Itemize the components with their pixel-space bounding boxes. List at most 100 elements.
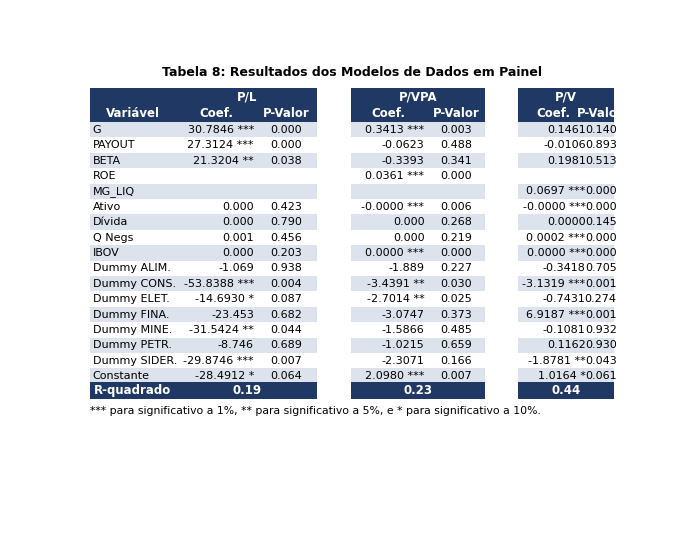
Text: -0.0000 ***: -0.0000 ***	[523, 202, 586, 212]
Bar	[518, 122, 613, 137]
Bar	[485, 88, 518, 105]
Text: Tabela 8: Resultados dos Modelos de Dados em Painel: Tabela 8: Resultados dos Modelos de Dado…	[162, 65, 541, 78]
Bar	[90, 88, 177, 105]
Text: 0.485: 0.485	[440, 325, 472, 335]
Bar	[351, 137, 485, 153]
Bar	[317, 382, 351, 399]
Text: -29.8746 ***: -29.8746 ***	[183, 356, 254, 366]
Text: -0.0000 ***: -0.0000 ***	[362, 202, 425, 212]
Text: -1.0215: -1.0215	[381, 340, 425, 351]
Bar	[90, 184, 317, 199]
Text: 0.000: 0.000	[271, 125, 303, 135]
Bar	[518, 230, 613, 245]
Text: 0.000: 0.000	[222, 217, 254, 227]
Text: 0.064: 0.064	[270, 371, 303, 381]
Bar	[518, 307, 613, 322]
Bar	[351, 368, 485, 384]
Bar	[485, 245, 518, 260]
Bar	[518, 137, 613, 153]
Bar	[485, 292, 518, 307]
Text: 0.19: 0.19	[233, 384, 261, 397]
Bar	[485, 353, 518, 368]
Bar	[518, 260, 613, 276]
Bar	[351, 214, 485, 230]
Bar	[351, 88, 485, 105]
Bar	[90, 338, 317, 353]
Bar	[485, 230, 518, 245]
Text: 0.488: 0.488	[440, 140, 472, 150]
Bar	[351, 382, 485, 399]
Bar	[317, 88, 351, 105]
Bar	[485, 338, 518, 353]
Bar	[317, 276, 351, 292]
Text: -0.0106: -0.0106	[543, 140, 586, 150]
Text: 0.004: 0.004	[270, 279, 303, 289]
Bar	[90, 382, 177, 399]
Text: 0.373: 0.373	[440, 310, 472, 319]
Bar	[485, 153, 518, 168]
Text: P/L: P/L	[237, 90, 257, 103]
Text: 0.000: 0.000	[585, 233, 617, 243]
Bar	[351, 260, 485, 276]
Bar	[351, 338, 485, 353]
Text: BETA: BETA	[93, 155, 121, 166]
Bar	[90, 368, 317, 384]
Bar	[317, 153, 351, 168]
Text: 0.030: 0.030	[440, 279, 471, 289]
Text: 0.003: 0.003	[440, 125, 471, 135]
Text: 0.44: 0.44	[552, 384, 580, 397]
Text: -31.5424 **: -31.5424 **	[189, 325, 254, 335]
Text: 0.932: 0.932	[584, 325, 617, 335]
Bar	[90, 105, 177, 122]
Text: -0.3393: -0.3393	[381, 155, 425, 166]
Bar	[485, 199, 518, 214]
Text: 0.007: 0.007	[440, 371, 472, 381]
Bar	[351, 153, 485, 168]
Text: 30.7846 ***: 30.7846 ***	[187, 125, 254, 135]
Bar	[317, 214, 351, 230]
Bar	[351, 105, 427, 122]
Text: Coef.: Coef.	[536, 107, 570, 120]
Text: -28.4912 *: -28.4912 *	[195, 371, 254, 381]
Bar	[588, 105, 613, 122]
Text: 0.0000 ***: 0.0000 ***	[527, 248, 586, 258]
Bar	[485, 214, 518, 230]
Text: 0.274: 0.274	[584, 294, 617, 304]
Text: Dummy ALIM.: Dummy ALIM.	[93, 263, 171, 273]
Text: -0.1081: -0.1081	[543, 325, 586, 335]
Bar	[485, 322, 518, 338]
Text: 0.000: 0.000	[585, 248, 617, 258]
Text: 0.938: 0.938	[270, 263, 303, 273]
Bar	[518, 338, 613, 353]
Bar	[177, 382, 317, 399]
Text: Coef.: Coef.	[200, 107, 234, 120]
Text: 0.007: 0.007	[270, 356, 303, 366]
Text: 0.000: 0.000	[393, 233, 425, 243]
Text: -3.0747: -3.0747	[381, 310, 425, 319]
Text: 0.0361 ***: 0.0361 ***	[366, 171, 425, 181]
Bar	[485, 137, 518, 153]
Bar	[317, 122, 351, 137]
Text: 0.145: 0.145	[585, 217, 617, 227]
Text: -3.4391 **: -3.4391 **	[367, 279, 425, 289]
Bar	[518, 168, 613, 184]
Text: 0.1162: 0.1162	[547, 340, 586, 351]
Bar	[317, 105, 351, 122]
Text: -0.3418: -0.3418	[543, 263, 586, 273]
Bar	[485, 368, 518, 384]
Text: 0.23: 0.23	[403, 384, 432, 397]
Text: 0.0000 ***: 0.0000 ***	[366, 248, 425, 258]
Text: 0.038: 0.038	[270, 155, 303, 166]
Text: Coef.: Coef.	[372, 107, 406, 120]
Bar	[90, 245, 317, 260]
Bar	[518, 88, 613, 105]
Text: 0.166: 0.166	[440, 356, 471, 366]
Bar	[90, 292, 317, 307]
Bar	[485, 105, 518, 122]
Text: 0.456: 0.456	[270, 233, 303, 243]
Bar	[90, 353, 317, 368]
Bar	[317, 184, 351, 199]
Text: 0.682: 0.682	[270, 310, 303, 319]
Bar	[90, 307, 317, 322]
Text: P-Valor: P-Valor	[432, 107, 480, 120]
